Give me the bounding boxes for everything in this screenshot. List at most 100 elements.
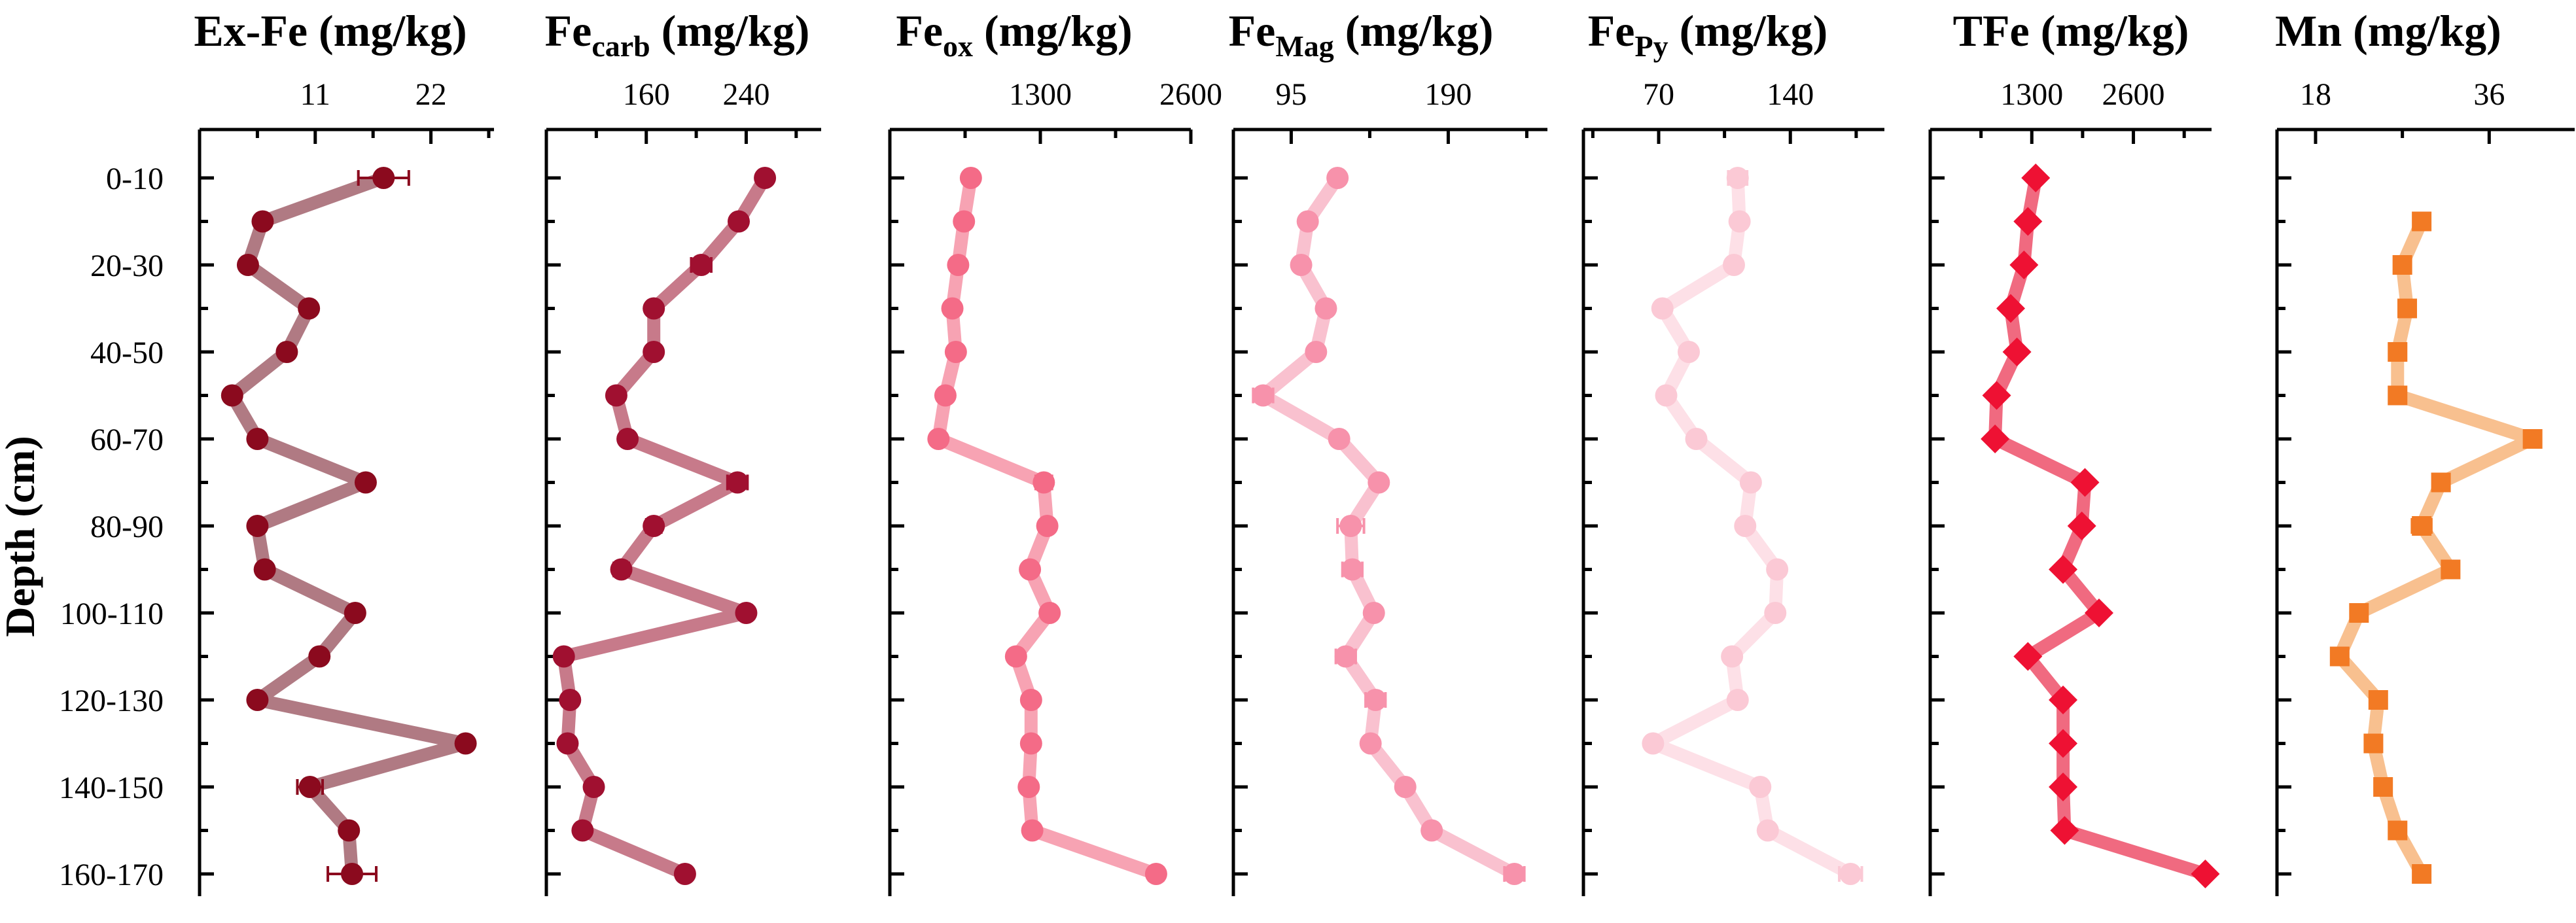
- panel-title-main: Fe: [1229, 6, 1276, 56]
- panel-title-main: TFe: [1953, 6, 2030, 56]
- data-point: [1004, 645, 1027, 668]
- data-point: [559, 689, 582, 711]
- panel: Fecarb (mg/kg) 160 240: [544, 6, 821, 896]
- y-tick-label: 80-90: [90, 510, 164, 544]
- panel-title-main: Mn: [2275, 6, 2342, 56]
- data-point: [298, 776, 321, 798]
- series-line: [1256, 171, 1521, 880]
- y-axis-label: Depth (cm): [0, 436, 43, 636]
- y-tick-label: 160-170: [59, 858, 164, 892]
- data-point: [2363, 733, 2384, 754]
- data-point: [1252, 384, 1275, 407]
- panel-title-unit: (mg/kg): [2342, 6, 2501, 56]
- data-point: [1726, 689, 1749, 711]
- data-point: [556, 732, 579, 755]
- data-point: [1341, 558, 1364, 581]
- x-tick-label: 190: [1424, 77, 1472, 112]
- data-point: [2431, 472, 2451, 493]
- data-point: [1420, 819, 1443, 842]
- data-point: [1726, 167, 1749, 189]
- panel-title-main: Fe: [1588, 6, 1635, 56]
- data-point: [2009, 251, 2039, 279]
- data-point: [941, 297, 964, 320]
- panel-title-unit: (mg/kg): [1334, 6, 1494, 56]
- data-point: [1394, 776, 1417, 798]
- data-point: [2412, 516, 2432, 536]
- panel-title-main: Fe: [545, 6, 592, 56]
- panel: Ex-Fe (mg/kg) 11 22: [194, 6, 494, 896]
- data-point: [1019, 689, 1042, 711]
- data-point: [2085, 599, 2113, 627]
- y-tick-label: 40-50: [90, 336, 164, 370]
- data-point: [1359, 732, 1382, 755]
- y-tick-label: 20-30: [90, 249, 164, 283]
- series-line: [2333, 215, 2539, 880]
- data-point: [605, 384, 627, 407]
- y-tick-label: 60-70: [90, 423, 164, 457]
- panel-title: Feox (mg/kg): [896, 6, 1132, 63]
- data-point: [2397, 298, 2418, 319]
- data-point: [2067, 512, 2096, 540]
- data-point: [1739, 471, 1762, 494]
- data-point: [275, 341, 298, 363]
- data-point: [1655, 384, 1678, 407]
- data-point: [1032, 471, 1055, 494]
- data-point: [1764, 602, 1787, 624]
- data-point: [1144, 863, 1167, 885]
- data-point: [1749, 776, 1772, 798]
- data-point: [1038, 602, 1061, 624]
- data-point: [246, 689, 269, 711]
- data-point: [1019, 558, 1042, 581]
- data-point: [1328, 428, 1350, 450]
- data-point: [2522, 429, 2543, 449]
- data-point: [1642, 732, 1665, 755]
- data-point: [1296, 210, 1319, 233]
- x-tick-label: 18: [2300, 77, 2331, 112]
- data-point: [643, 515, 665, 537]
- y-tick-label: 0-10: [106, 162, 164, 196]
- data-point: [246, 428, 269, 450]
- data-point: [2049, 729, 2078, 758]
- x-tick-label: 240: [722, 77, 769, 112]
- data-point: [1339, 515, 1362, 537]
- data-point: [2002, 338, 2032, 366]
- data-point: [2049, 773, 2078, 801]
- panel-title-main: Fe: [896, 6, 943, 56]
- panel-title: FeMag (mg/kg): [1229, 6, 1494, 63]
- data-point: [2070, 468, 2100, 497]
- panel-title: TFe (mg/kg): [1953, 6, 2189, 56]
- data-point: [2013, 642, 2043, 671]
- data-point: [1981, 425, 2010, 453]
- x-tick-label: 1300: [1009, 77, 1072, 112]
- data-point: [552, 645, 575, 668]
- x-tick-label: 36: [2473, 77, 2505, 112]
- data-point: [1766, 558, 1789, 581]
- data-point: [2412, 864, 2432, 884]
- data-point: [1305, 341, 1328, 363]
- data-point: [1021, 819, 1044, 842]
- data-point: [1326, 167, 1349, 189]
- data-point: [728, 210, 750, 233]
- data-point: [2388, 342, 2408, 362]
- data-point: [1019, 732, 1042, 755]
- data-point: [690, 254, 713, 276]
- data-point: [1290, 254, 1313, 276]
- y-tick-label: 120-130: [59, 684, 164, 718]
- data-point: [341, 863, 364, 885]
- data-point: [2388, 385, 2408, 406]
- data-point: [1503, 863, 1526, 885]
- data-point: [1036, 515, 1059, 537]
- data-point: [2049, 555, 2078, 584]
- panel: TFe (mg/kg) 1300 2600: [1928, 6, 2220, 896]
- panel-title-unit: (mg/kg): [2030, 6, 2189, 56]
- data-point: [1839, 863, 1862, 885]
- data-point: [947, 254, 970, 276]
- data-point: [236, 254, 259, 276]
- data-point: [354, 471, 377, 494]
- panel-title-subscript: Py: [1634, 29, 1668, 63]
- data-point: [934, 384, 957, 407]
- data-point: [1678, 341, 1700, 363]
- x-tick-label: 70: [1643, 77, 1674, 112]
- data-point: [2368, 690, 2388, 710]
